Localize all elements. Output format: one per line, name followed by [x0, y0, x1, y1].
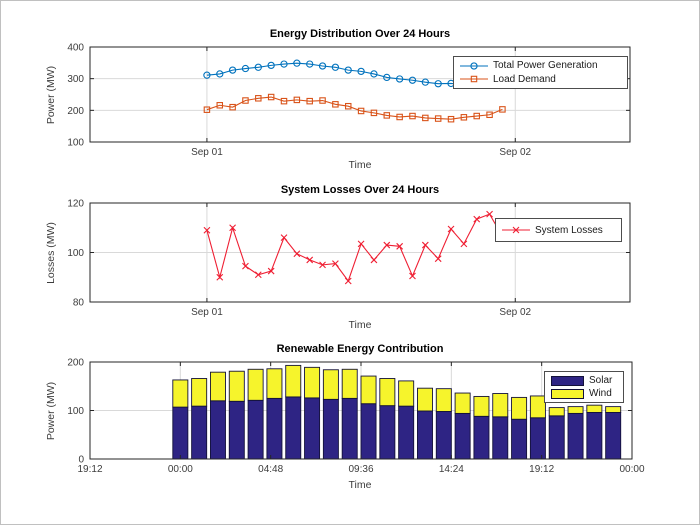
svg-text:Sep 02: Sep 02	[499, 147, 531, 158]
legend-label: System Losses	[535, 224, 603, 236]
legend-item: Wind	[545, 387, 623, 400]
legend-item: Load Demand	[454, 73, 627, 87]
svg-text:19:12: 19:12	[529, 464, 554, 475]
svg-text:100: 100	[67, 138, 84, 149]
svg-text:Sep 01: Sep 01	[191, 307, 223, 318]
svg-text:14:24: 14:24	[439, 464, 464, 475]
legend-item: Total Power Generation	[454, 59, 627, 73]
svg-text:0: 0	[78, 455, 84, 466]
legend-label: Load Demand	[493, 73, 556, 85]
line-x-marker-icon	[502, 224, 530, 236]
legend-renewable-energy: Solar Wind	[544, 371, 624, 403]
solar-patch-icon	[551, 375, 584, 387]
y-axis-label-power-1: Power (MW)	[45, 65, 57, 124]
svg-text:200: 200	[67, 106, 84, 117]
x-axis-label-time-3: Time	[348, 479, 372, 491]
line-circle-marker-icon	[460, 60, 488, 72]
svg-text:Sep 01: Sep 01	[191, 147, 223, 158]
svg-text:04:48: 04:48	[258, 464, 283, 475]
legend-energy-distribution: Total Power Generation Load Demand	[453, 56, 628, 89]
chart-title-renewable-energy: Renewable Energy Contribution	[276, 343, 444, 355]
y-axis-label-losses: Losses (MW)	[45, 221, 57, 284]
legend-label: Solar	[589, 375, 613, 386]
svg-text:00:00: 00:00	[168, 464, 193, 475]
svg-text:09:36: 09:36	[348, 464, 373, 475]
svg-text:120: 120	[67, 199, 84, 210]
svg-text:200: 200	[67, 358, 84, 369]
svg-text:100: 100	[67, 248, 84, 259]
legend-item: System Losses	[496, 223, 621, 238]
svg-text:00:00: 00:00	[619, 464, 644, 475]
chart-title-system-losses: System Losses Over 24 Hours	[280, 184, 440, 196]
legend-label: Total Power Generation	[493, 60, 598, 72]
legend-item: Solar	[545, 374, 623, 387]
y-axis-label-power-3: Power (MW)	[45, 381, 57, 440]
legend-system-losses: System Losses	[495, 218, 622, 242]
svg-text:80: 80	[73, 298, 85, 309]
chart-title-energy-distribution: Energy Distribution Over 24 Hours	[269, 28, 451, 40]
line-square-marker-icon	[460, 73, 488, 85]
svg-text:400: 400	[67, 43, 84, 54]
svg-text:300: 300	[67, 74, 84, 85]
x-axis-label-time-2: Time	[348, 319, 372, 331]
svg-text:Sep 02: Sep 02	[499, 307, 531, 318]
wind-patch-icon	[551, 388, 584, 400]
x-axis-label-time-1: Time	[348, 159, 372, 171]
svg-text:100: 100	[67, 406, 84, 417]
svg-text:19:12: 19:12	[77, 464, 102, 475]
legend-label: Wind	[589, 388, 612, 399]
